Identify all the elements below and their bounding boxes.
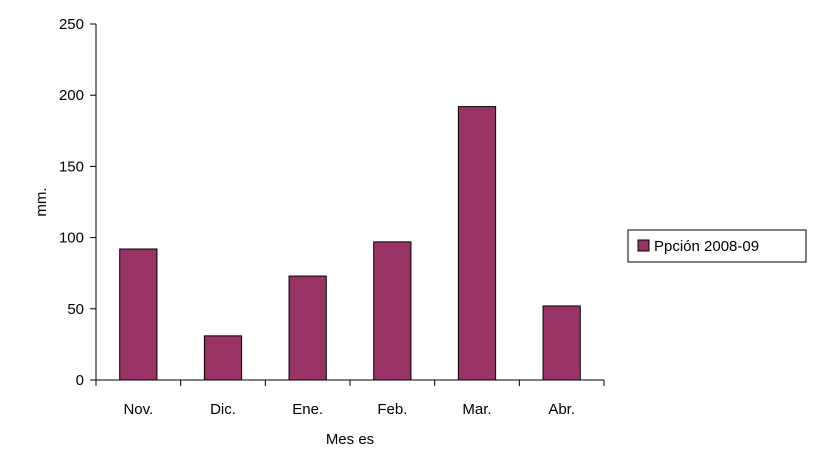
- y-tick-label: 200: [59, 87, 84, 104]
- legend-box: [627, 229, 807, 263]
- y-tick-label: 0: [76, 372, 84, 389]
- x-tick-label: Dic.: [210, 401, 236, 418]
- x-tick-label: Nov.: [123, 401, 153, 418]
- bar: [288, 275, 327, 381]
- y-tick-label: 50: [67, 301, 84, 318]
- bar: [119, 248, 158, 381]
- bar: [373, 241, 412, 381]
- legend: Ppción 2008-09: [627, 229, 807, 263]
- y-axis-title: mm.: [33, 187, 50, 216]
- x-tick-label: Feb.: [377, 401, 407, 418]
- bar: [203, 335, 243, 381]
- x-axis-title: Mes es: [326, 431, 374, 448]
- y-tick-label: 100: [59, 230, 84, 247]
- bar: [542, 305, 581, 381]
- y-axis-ticks: 0 50 100 150 200 250: [59, 16, 96, 389]
- x-tick-label: Ene.: [292, 401, 323, 418]
- y-tick-label: 150: [59, 158, 84, 175]
- bar: [457, 106, 497, 381]
- x-tick-label: Abr.: [548, 401, 575, 418]
- legend-swatch: [637, 239, 650, 252]
- legend-label: Ppción 2008-09: [654, 238, 759, 255]
- y-tick-label: 250: [59, 16, 84, 33]
- x-tick-label: Mar.: [462, 401, 491, 418]
- x-axis-ticks: Nov. Dic. Ene. Feb. Mar. Abr.: [95, 380, 605, 418]
- bars: [119, 106, 581, 381]
